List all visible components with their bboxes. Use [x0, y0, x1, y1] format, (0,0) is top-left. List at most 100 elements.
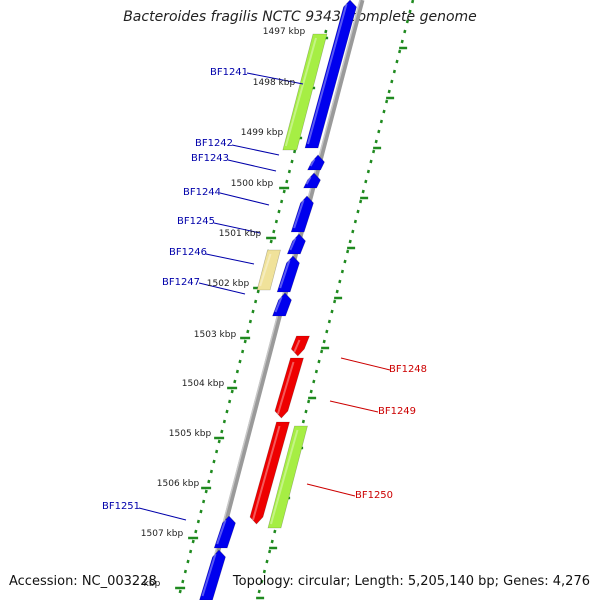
- tick-label: 1497 kbp: [263, 27, 306, 37]
- track-dash: [228, 399, 232, 404]
- leader-bf1245: [213, 222, 261, 234]
- track-dash: [374, 139, 378, 144]
- feature-trna-2[interactable]: [267, 425, 308, 529]
- tick-label: 1499 kbp: [241, 128, 284, 138]
- feature-shine: [307, 3, 348, 145]
- feature-bf1248-bar[interactable]: [290, 335, 310, 357]
- track-dash: [230, 389, 234, 394]
- leader-bf1244: [219, 192, 270, 206]
- track-dash: [382, 109, 386, 114]
- track-dash: [282, 189, 286, 194]
- feature-track: [199, 0, 357, 600]
- track-dash: [385, 99, 389, 104]
- track-dash: [178, 589, 182, 594]
- gene-label-bf1242[interactable]: BF1242: [195, 138, 233, 149]
- track-dash: [372, 149, 376, 154]
- leader-bf1249: [329, 400, 379, 413]
- track-dash: [366, 169, 371, 174]
- track-dash: [335, 289, 339, 294]
- leader-bf1241: [246, 72, 304, 85]
- track-dash: [359, 199, 363, 204]
- gene-label-bf1246[interactable]: BF1246: [169, 247, 207, 258]
- track-dash: [183, 569, 188, 574]
- tick-label: 1505 kbp: [169, 429, 212, 439]
- feature-bf1250-bar[interactable]: [249, 421, 290, 525]
- track-dash: [369, 159, 373, 164]
- feature-bf1247b-bar[interactable]: [272, 292, 292, 317]
- feature-bf1245-bar[interactable]: [286, 233, 306, 255]
- track-dash: [248, 319, 253, 324]
- gene-label-bf1251[interactable]: BF1251: [102, 501, 140, 512]
- track-dash: [343, 259, 347, 264]
- track-dash: [309, 389, 313, 394]
- tick-label: 1507 kbp: [141, 529, 184, 539]
- track-dash: [301, 419, 306, 424]
- track-dash: [217, 439, 221, 444]
- feature-shine: [284, 37, 317, 147]
- gene-label-bf1243[interactable]: BF1243: [191, 153, 229, 164]
- map-title: Bacteroides fragilis NCTC 9343, complete…: [123, 9, 477, 25]
- track-dash: [209, 469, 214, 474]
- track-dash: [411, 0, 415, 4]
- track-dash: [207, 479, 211, 484]
- track-dash: [194, 529, 198, 534]
- feature-shine: [216, 519, 227, 545]
- feature-shine: [252, 425, 281, 521]
- feature-bf1249-bar[interactable]: [274, 357, 304, 419]
- feature-trna-1[interactable]: [282, 33, 328, 151]
- feature-next-bar[interactable]: [199, 549, 226, 600]
- track-dash: [327, 319, 332, 324]
- tick-label-partial: kbp: [144, 579, 161, 589]
- track-dash: [387, 89, 391, 94]
- track-dash: [333, 299, 337, 304]
- leader-bf1248: [340, 357, 391, 371]
- track-dash: [322, 339, 326, 344]
- track-dash: [273, 529, 277, 534]
- track-dash: [317, 359, 321, 364]
- feature-shine: [270, 429, 299, 525]
- track-dash: [351, 229, 355, 234]
- feature-bf1251-bar[interactable]: [213, 515, 236, 549]
- leader-bf1250: [306, 483, 356, 497]
- track-dash: [243, 339, 247, 344]
- feature-shine: [274, 296, 283, 313]
- gene-label-bf1245[interactable]: BF1245: [177, 216, 215, 227]
- track-dash: [364, 179, 368, 184]
- track-dash: [254, 299, 258, 304]
- feature-bf1243-bar[interactable]: [303, 172, 321, 189]
- genome-summary: Topology: circular; Length: 5,205,140 bp…: [232, 574, 590, 589]
- track-dash: [356, 209, 360, 214]
- track-dash: [320, 349, 324, 354]
- track-dash: [257, 589, 261, 594]
- track-dash: [262, 569, 267, 574]
- track-dash: [222, 419, 227, 424]
- leader-bf1246: [205, 253, 255, 265]
- track-dash: [290, 159, 294, 164]
- gene-labels: BF1241 BF1242 BF1243 BF1244 BF1245 BF1246 BF12…: [102, 67, 427, 512]
- track-dash: [314, 369, 319, 374]
- gene-label-bf1244[interactable]: BF1244: [183, 187, 221, 198]
- track-dash: [285, 179, 289, 184]
- feature-shine: [293, 199, 305, 229]
- feature-bf1246-bar[interactable]: [256, 249, 281, 291]
- feature-bf1244-bar[interactable]: [290, 195, 314, 233]
- feature-shine: [201, 553, 217, 597]
- gene-label-bf1250[interactable]: BF1250: [355, 490, 393, 501]
- gene-label-bf1247[interactable]: BF1247: [162, 277, 200, 288]
- feature-bf1242-bar[interactable]: [307, 154, 325, 171]
- gene-label-bf1248[interactable]: BF1248: [389, 364, 427, 375]
- gene-label-bf1241[interactable]: BF1241: [210, 67, 248, 78]
- leader-bf1251: [138, 507, 187, 521]
- track-dash: [325, 329, 329, 334]
- track-dash: [272, 229, 276, 234]
- track-dash: [202, 499, 206, 504]
- tick-label: 1501 kbp: [219, 229, 262, 239]
- track-dash: [189, 549, 193, 554]
- feature-bf1241-bar[interactable]: [304, 0, 357, 149]
- track-dash: [338, 279, 342, 284]
- feature-bf1247-bar[interactable]: [276, 255, 300, 293]
- feature-shine: [289, 237, 297, 251]
- gene-label-bf1249[interactable]: BF1249: [378, 406, 416, 417]
- track-dash: [270, 539, 274, 544]
